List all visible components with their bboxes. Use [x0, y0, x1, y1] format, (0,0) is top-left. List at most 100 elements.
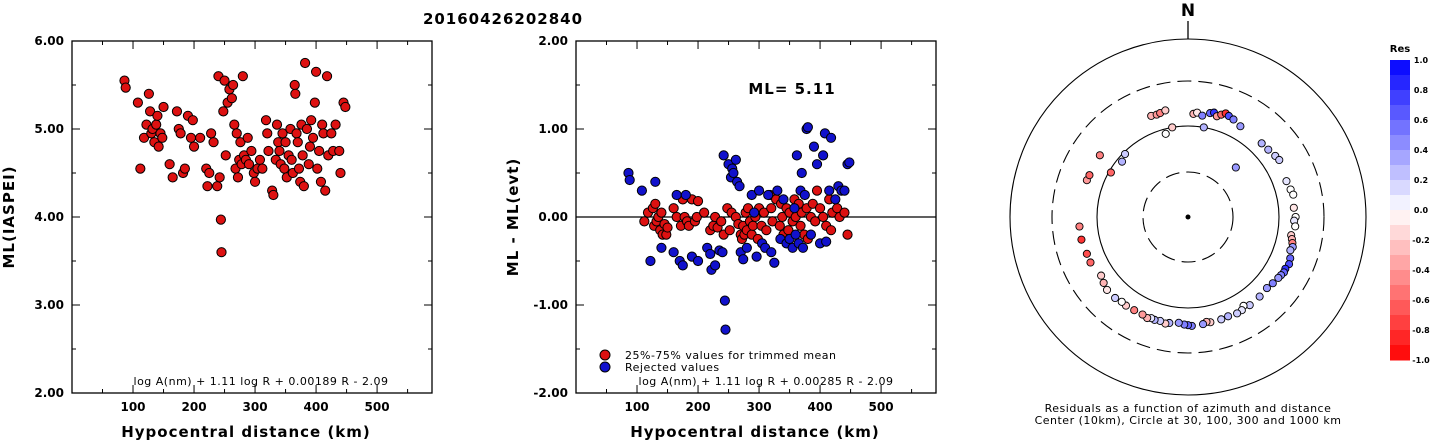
ml-point	[299, 57, 311, 69]
rejected-residual-point	[717, 247, 728, 258]
plot-frame-1	[71, 40, 433, 394]
y-tick-label: 2.00	[538, 34, 568, 48]
colorbar-tick-label: 0.8	[1414, 86, 1429, 95]
station-point	[1095, 151, 1104, 160]
x-tick-label: 400	[304, 400, 329, 414]
colorbar-cell	[1390, 135, 1410, 151]
trimmed-residual-point	[767, 216, 778, 227]
legend-label-rejected: Rejected values	[625, 361, 720, 374]
ml-point	[271, 119, 283, 130]
rejected-residual-point	[766, 247, 777, 258]
colorbar-tick-labels: 1.0 0.8 0.6 0.4 0.2 0.0 -0.2 -0.4 -0.6 -0.8 -1.0	[1412, 56, 1430, 365]
station-point	[1198, 111, 1207, 120]
station-point	[1161, 129, 1170, 138]
ml-point	[257, 163, 268, 174]
colorbar-cell	[1390, 180, 1410, 196]
trimmed-residual-point	[724, 225, 735, 236]
colorbar-cells	[1390, 60, 1410, 361]
rejected-residual-point	[692, 255, 704, 267]
ml-point	[317, 119, 328, 130]
station-point	[1236, 122, 1245, 131]
x-tick-label: 100	[624, 400, 649, 414]
colorbar-cell	[1390, 105, 1410, 121]
colorbar-cell	[1390, 195, 1410, 211]
ml-point	[314, 145, 325, 157]
ml-point	[206, 128, 217, 139]
trimmed-residual-point	[668, 203, 679, 214]
colorbar-tick-label: 0.0	[1414, 206, 1429, 215]
ml-point	[307, 132, 319, 143]
station-point	[1097, 271, 1106, 280]
ml-point	[335, 167, 346, 179]
ml-point	[132, 97, 143, 108]
x-tick-labels-2: 100 200 300 400 500	[624, 400, 893, 414]
station-point	[1099, 278, 1108, 287]
trimmed-residual-point	[656, 207, 667, 218]
colorbar-title: Res	[1390, 44, 1410, 55]
x-tick-label: 100	[120, 400, 145, 414]
ring-30km	[1142, 171, 1234, 263]
ml-point	[310, 66, 322, 77]
colorbar-cell	[1390, 270, 1410, 286]
trimmed-residual-point	[814, 203, 826, 214]
station-points	[1075, 106, 1300, 330]
ml-point	[215, 214, 226, 225]
rejected-residual-point	[677, 260, 688, 271]
trimmed-residual-point	[807, 198, 818, 209]
azimuth-residual-chart: N Residuals as a function of azimuth and…	[1009, 1, 1367, 427]
formula-2: log A(nm) + 1.11 log R + 0.00285 R - 2.0…	[639, 375, 894, 388]
ml-point	[279, 163, 290, 174]
legend-label-trimmed: 25%-75% values for trimmed mean	[625, 349, 837, 362]
ml-point	[231, 128, 242, 139]
rejected-residual-point	[749, 207, 760, 218]
trimmed-residual-point	[692, 196, 704, 207]
rejected-residual-point	[844, 157, 855, 168]
ring-1000km	[1009, 38, 1367, 396]
ml-point	[219, 75, 230, 86]
station-point	[1117, 157, 1127, 166]
ml-point	[330, 119, 341, 130]
station-point	[1077, 235, 1086, 244]
data-points-1	[119, 57, 351, 258]
rejected-residual-point	[668, 247, 679, 258]
y-tick-labels-2: -2.00 -1.00 0.00 1.00 2.00	[533, 34, 568, 400]
station-point	[1268, 279, 1277, 288]
station-point	[1082, 249, 1091, 258]
colorbar-tick-label: 0.4	[1414, 146, 1429, 155]
station-point	[1229, 115, 1238, 124]
ml-point	[306, 115, 317, 126]
ml-point	[218, 106, 229, 117]
ml-point	[297, 150, 308, 161]
ml-point	[188, 141, 200, 152]
epicenter-dot	[1185, 214, 1191, 220]
station-point	[1274, 273, 1283, 282]
ml-point	[185, 132, 197, 143]
y-tick-label: 3.00	[34, 298, 64, 312]
rejected-residual-point	[650, 176, 661, 187]
rejected-residual-point	[741, 242, 752, 253]
trimmed-residual-point	[761, 225, 772, 236]
ml-point	[164, 159, 175, 170]
colorbar-cell	[1390, 300, 1410, 316]
ml-point	[208, 137, 219, 148]
ml-vs-distance-chart: 20160426202840 2.00 3.00 4.00 5.00 6.00 100 2…	[0, 10, 582, 441]
colorbar-tick-label: -0.2	[1412, 236, 1430, 245]
rejected-residual-point	[680, 189, 691, 201]
station-point	[1291, 222, 1300, 231]
rejected-residual-point	[839, 185, 850, 196]
ml-point	[268, 189, 279, 201]
ml-point	[315, 176, 327, 187]
station-point	[1117, 297, 1126, 306]
ml-point	[214, 172, 225, 183]
trimmed-residual-point	[811, 185, 823, 196]
colorbar-cell	[1390, 60, 1410, 76]
rejected-residual-point	[746, 189, 757, 201]
rejected-residual-point	[720, 324, 731, 335]
x-tick-label: 200	[182, 400, 207, 414]
ml-point	[226, 93, 237, 104]
station-point	[1257, 139, 1266, 148]
rejected-residual-point	[719, 295, 730, 306]
colorbar-cell	[1390, 240, 1410, 256]
rejected-residual-point	[718, 150, 729, 161]
